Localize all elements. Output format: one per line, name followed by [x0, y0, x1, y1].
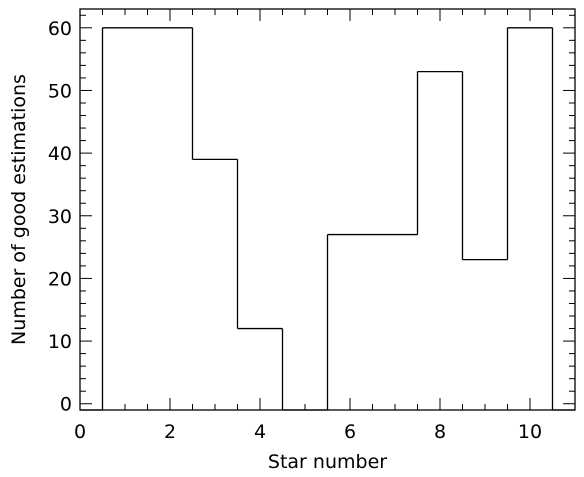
histogram-series [80, 27, 575, 411]
y-tick-label: 60 [48, 18, 72, 40]
y-tick-label: 40 [48, 143, 72, 165]
x-tick-label: 2 [164, 421, 176, 443]
y-axis-label: Number of good estimations [8, 74, 30, 345]
x-tick-label: 0 [74, 421, 86, 443]
y-tick-label: 0 [60, 394, 72, 416]
x-tick-label: 8 [434, 421, 446, 443]
x-tick-label: 10 [518, 421, 542, 443]
x-tick-label: 4 [254, 421, 266, 443]
y-tick-label: 10 [48, 331, 72, 353]
plot-frame [79, 8, 576, 411]
y-tick-label: 50 [48, 80, 72, 102]
y-tick-label: 30 [48, 206, 72, 228]
x-axis-label: Star number [268, 451, 387, 473]
y-tick-label: 20 [48, 268, 72, 290]
tick-labels: 0 2 4 6 8 10 0 10 20 30 40 50 60 [48, 18, 542, 443]
x-tick-label: 6 [344, 421, 356, 443]
